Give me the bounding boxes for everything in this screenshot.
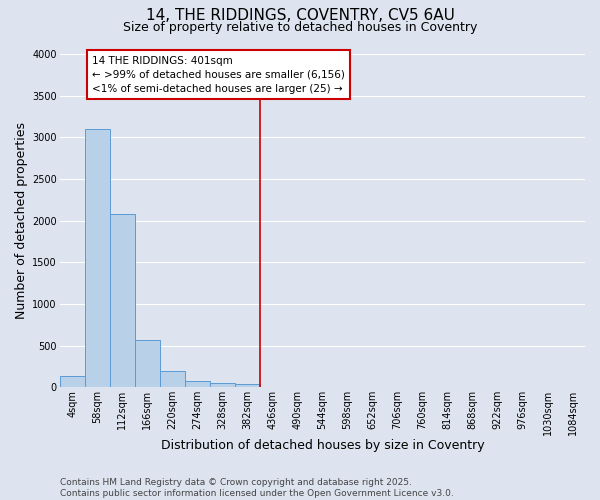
Bar <box>110 214 135 388</box>
Text: Size of property relative to detached houses in Coventry: Size of property relative to detached ho… <box>123 21 477 34</box>
Bar <box>85 129 110 388</box>
Y-axis label: Number of detached properties: Number of detached properties <box>15 122 28 319</box>
Bar <box>185 380 210 388</box>
Bar <box>210 382 235 388</box>
X-axis label: Distribution of detached houses by size in Coventry: Distribution of detached houses by size … <box>161 440 484 452</box>
Bar <box>135 340 160 388</box>
Text: 14 THE RIDDINGS: 401sqm
← >99% of detached houses are smaller (6,156)
<1% of sem: 14 THE RIDDINGS: 401sqm ← >99% of detach… <box>92 56 345 94</box>
Bar <box>235 384 260 388</box>
Text: 14, THE RIDDINGS, COVENTRY, CV5 6AU: 14, THE RIDDINGS, COVENTRY, CV5 6AU <box>146 8 454 22</box>
Bar <box>59 376 85 388</box>
Text: Contains HM Land Registry data © Crown copyright and database right 2025.
Contai: Contains HM Land Registry data © Crown c… <box>60 478 454 498</box>
Bar <box>160 370 185 388</box>
